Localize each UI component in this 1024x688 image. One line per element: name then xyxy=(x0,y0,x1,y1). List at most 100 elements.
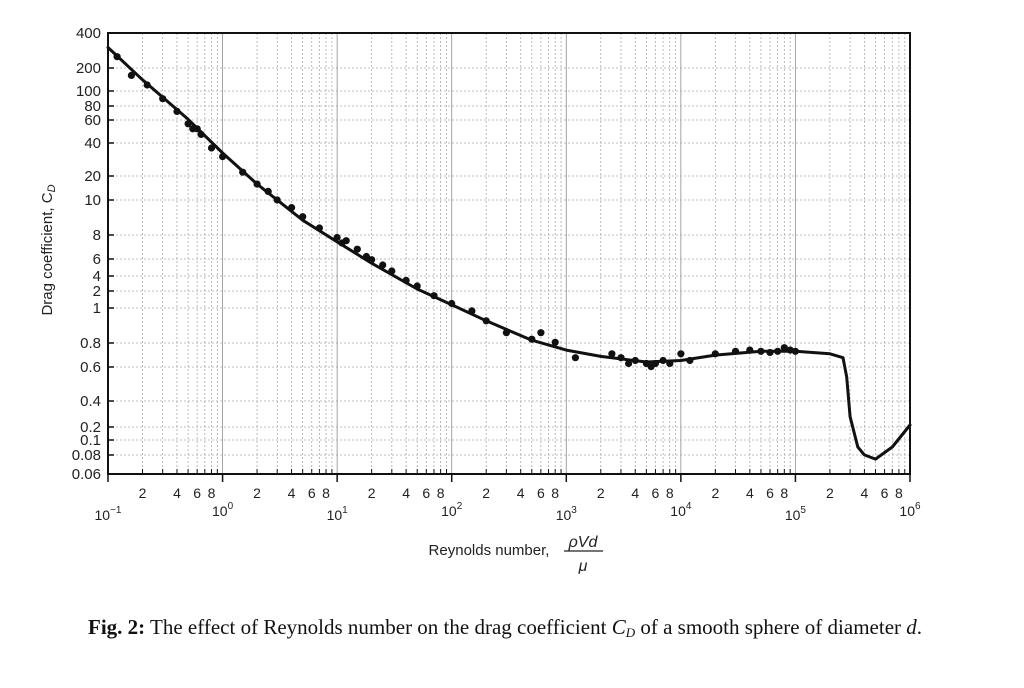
data-point xyxy=(430,292,438,300)
x-minor-tick-label: 4 xyxy=(746,485,754,501)
x-minor-tick-label: 8 xyxy=(551,485,559,501)
data-point xyxy=(173,107,181,115)
data-point xyxy=(780,344,788,352)
x-minor-tick-label: 2 xyxy=(482,485,490,501)
x-minor-tick-label: 2 xyxy=(826,485,834,501)
data-point xyxy=(388,267,396,275)
x-major-tick-label: 105 xyxy=(785,505,807,523)
figure-caption: Fig. 2: The effect of Reynolds number on… xyxy=(88,612,948,648)
data-point xyxy=(659,356,667,365)
data-point xyxy=(197,130,205,138)
data-point xyxy=(143,81,151,89)
data-point xyxy=(608,350,616,358)
data-point xyxy=(264,187,272,195)
y-tick-label: 200 xyxy=(76,60,101,77)
x-minor-tick-label: 4 xyxy=(631,485,639,501)
x-major-tick-label: 106 xyxy=(899,501,921,519)
x-minor-tick-label: 8 xyxy=(437,485,445,501)
x-minor-tick-label: 4 xyxy=(517,485,525,501)
x-minor-tick-label: 6 xyxy=(422,485,430,501)
x-minor-tick-label: 2 xyxy=(253,485,261,501)
data-point xyxy=(273,196,281,204)
data-point xyxy=(207,144,216,152)
x-minor-tick-label: 4 xyxy=(402,485,410,501)
y-tick-label: 10 xyxy=(84,192,101,209)
x-minor-tick-label: 6 xyxy=(652,485,660,501)
data-point xyxy=(571,354,580,362)
data-point xyxy=(631,356,639,365)
y-axis-label: Drag coefficient, CD xyxy=(39,184,58,315)
x-major-tick-label: 101 xyxy=(327,505,349,523)
x-axis-label-denominator: μ xyxy=(578,558,588,575)
caption-text-after: of a smooth sphere of diameter xyxy=(640,615,902,639)
caption-text-before: The effect of Reynolds number on the dra… xyxy=(150,615,607,639)
data-point xyxy=(677,350,685,358)
data-point xyxy=(711,350,719,358)
caption-symbol: CD xyxy=(611,615,636,640)
x-minor-tick-label: 8 xyxy=(666,485,674,501)
x-minor-tick-label: 2 xyxy=(597,485,605,501)
y-tick-label: 20 xyxy=(84,168,101,185)
y-tick-label: 0.08 xyxy=(72,447,101,464)
x-axis-label: Reynolds number, xyxy=(429,542,550,559)
data-point xyxy=(239,168,247,176)
x-minor-tick-label: 6 xyxy=(766,485,774,501)
x-minor-tick-label: 6 xyxy=(193,485,201,501)
y-tick-label: 400 xyxy=(76,25,101,42)
data-point xyxy=(362,252,370,261)
x-major-tick-label: 102 xyxy=(441,501,463,519)
x-axis-label-numerator: ρVd xyxy=(568,534,599,551)
data-point xyxy=(537,329,545,337)
data-point xyxy=(379,261,387,269)
data-point xyxy=(353,245,361,253)
data-point xyxy=(219,153,227,161)
drag-curve xyxy=(106,46,912,461)
caption-label: Fig. 2: xyxy=(88,615,146,639)
y-tick-label: 8 xyxy=(93,227,101,244)
y-tick-label: 0.4 xyxy=(80,393,101,410)
data-point xyxy=(468,307,476,315)
x-major-tick-label: 103 xyxy=(556,505,578,523)
x-minor-tick-label: 2 xyxy=(368,485,376,501)
data-point xyxy=(528,335,536,343)
data-point xyxy=(666,359,674,368)
data-point xyxy=(651,359,660,368)
y-tick-label: 0.06 xyxy=(72,466,101,483)
data-point xyxy=(113,53,121,61)
x-minor-tick-label: 2 xyxy=(139,485,147,501)
data-point xyxy=(333,233,341,242)
data-point xyxy=(625,359,633,368)
data-point xyxy=(193,125,201,133)
data-point xyxy=(184,120,192,128)
y-tick-label: 2 xyxy=(93,283,101,300)
data-point xyxy=(413,282,421,290)
caption-variable: d xyxy=(906,615,917,639)
y-tick-label: 6 xyxy=(93,251,101,268)
data-point xyxy=(746,346,754,354)
plot-frame xyxy=(107,32,911,475)
x-major-tick-label: 104 xyxy=(670,501,692,519)
y-tick-label: 0.2 xyxy=(80,419,101,436)
x-minor-tick-label: 6 xyxy=(308,485,316,501)
grid xyxy=(107,32,911,475)
data-point xyxy=(482,317,490,325)
y-tick-label: 60 xyxy=(84,112,101,129)
y-tick-label: 0.6 xyxy=(80,359,101,376)
x-minor-tick-label: 2 xyxy=(711,485,719,501)
data-point xyxy=(299,213,307,221)
x-minor-tick-label: 8 xyxy=(895,485,903,501)
data-point xyxy=(757,347,765,355)
y-tick-label: 0.8 xyxy=(80,335,101,352)
y-tick-label: 40 xyxy=(84,135,101,152)
y-axis-ticks: 4002001008060402010864210.80.60.40.20.10… xyxy=(72,25,114,483)
x-major-tick-label: 100 xyxy=(212,501,234,519)
y-tick-label: 80 xyxy=(84,98,101,115)
x-minor-tick-label: 6 xyxy=(881,485,889,501)
drag-coefficient-chart: 4002001008060402010864210.80.60.40.20.10… xyxy=(39,25,921,575)
data-points-layer xyxy=(113,53,800,371)
x-minor-tick-label: 6 xyxy=(537,485,545,501)
data-point xyxy=(448,299,456,308)
y-tick-label: 1 xyxy=(93,300,101,317)
caption-end: . xyxy=(916,615,923,639)
